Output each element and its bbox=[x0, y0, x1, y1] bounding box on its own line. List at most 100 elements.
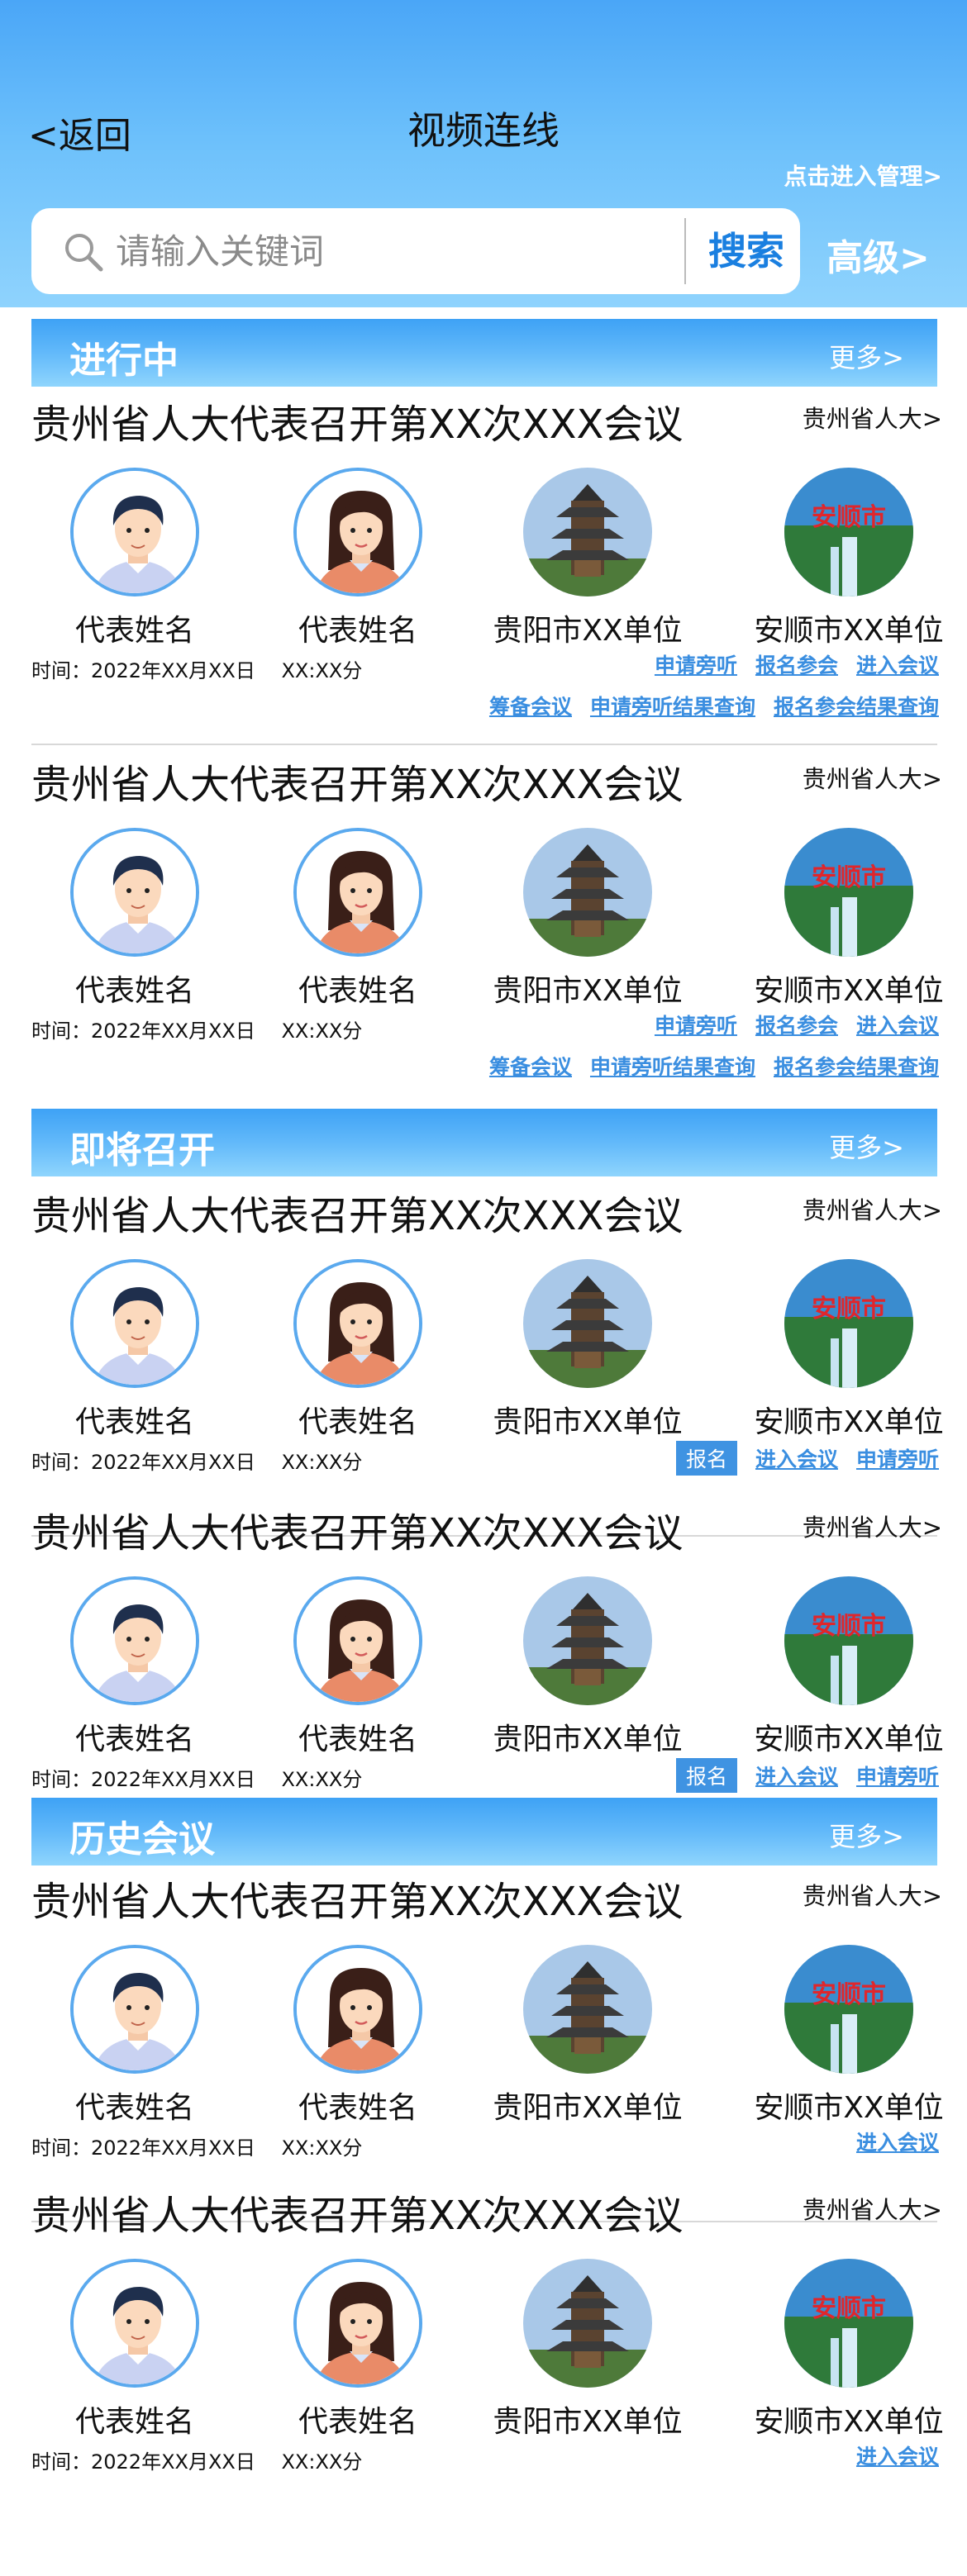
action-link[interactable]: 报名参会 bbox=[755, 1014, 838, 1038]
participant[interactable]: 安顺市 安顺市XX单位 bbox=[754, 828, 944, 1010]
avatar bbox=[293, 468, 422, 596]
action-links: 申请旁听 报名参会 进入会议 bbox=[636, 1010, 939, 1039]
participant-name: 代表姓名 bbox=[74, 614, 194, 648]
meeting-title[interactable]: 贵州省人大代表召开第XX次XXX会议 bbox=[31, 2193, 684, 2239]
action-link[interactable]: 申请旁听 bbox=[855, 1447, 939, 1471]
participant[interactable]: 代表姓名 bbox=[263, 828, 453, 1010]
meeting-title[interactable]: 贵州省人大代表召开第XX次XXX会议 bbox=[31, 1510, 684, 1557]
action-link[interactable]: 进入会议 bbox=[755, 1765, 838, 1789]
participant[interactable]: 代表姓名 bbox=[263, 1259, 453, 1441]
action-link[interactable]: 进入会议 bbox=[855, 2445, 939, 2469]
action-link[interactable]: 筹备会议 bbox=[488, 695, 572, 719]
action-link[interactable]: 进入会议 bbox=[755, 1447, 838, 1471]
organizer-link[interactable]: 贵州省人大> bbox=[802, 2196, 942, 2224]
organizer-link[interactable]: 贵州省人大> bbox=[802, 1196, 942, 1224]
meeting-title[interactable]: 贵州省人大代表召开第XX次XXX会议 bbox=[31, 1193, 684, 1239]
divider bbox=[31, 1535, 937, 1537]
action-link[interactable]: 申请旁听 bbox=[855, 1765, 939, 1789]
action-link[interactable]: 进入会议 bbox=[855, 654, 939, 677]
participant[interactable]: 贵阳市XX单位 bbox=[493, 828, 683, 1010]
action-links: 报名 进入会议 申请旁听 bbox=[675, 1441, 939, 1476]
participant[interactable]: 安顺市 安顺市XX单位 bbox=[754, 1945, 944, 2127]
participant[interactable]: 代表姓名 bbox=[40, 1259, 230, 1441]
meeting-title[interactable]: 贵州省人大代表召开第XX次XXX会议 bbox=[31, 1879, 684, 1925]
unit-image: 安顺市 bbox=[784, 1945, 913, 2074]
participant[interactable]: 代表姓名 bbox=[263, 2259, 453, 2441]
participant[interactable]: 代表姓名 bbox=[263, 468, 453, 649]
participant[interactable]: 代表姓名 bbox=[40, 1945, 230, 2127]
participant-name: 安顺市XX单位 bbox=[754, 2405, 944, 2439]
meeting-card[interactable]: 贵州省人大代表召开第XX次XXX会议 贵州省人大> 代表姓名 代表姓名 贵阳市XX… bbox=[0, 1869, 967, 2216]
search-input[interactable] bbox=[116, 225, 678, 278]
organizer-link[interactable]: 贵州省人大> bbox=[802, 765, 942, 793]
participant-name: 代表姓名 bbox=[74, 2405, 194, 2439]
action-link[interactable]: 报名参会结果查询 bbox=[773, 1055, 939, 1079]
action-link[interactable]: 报名参会结果查询 bbox=[773, 695, 939, 719]
avatar bbox=[293, 2259, 422, 2388]
signup-tag[interactable]: 报名 bbox=[675, 1441, 737, 1476]
organizer-link[interactable]: 贵州省人大> bbox=[802, 1514, 942, 1542]
unit-image bbox=[523, 828, 652, 957]
action-link[interactable]: 筹备会议 bbox=[488, 1055, 572, 1079]
manage-link[interactable]: 点击进入管理> bbox=[784, 163, 942, 190]
more-link[interactable]: 更多> bbox=[829, 342, 904, 373]
participant[interactable]: 贵阳市XX单位 bbox=[493, 1945, 683, 2127]
search-button[interactable]: 搜索 bbox=[708, 229, 784, 273]
participant[interactable]: 安顺市 安顺市XX单位 bbox=[754, 1576, 944, 1758]
participant-name: 贵阳市XX单位 bbox=[493, 1405, 683, 1439]
action-link[interactable]: 申请旁听结果查询 bbox=[589, 1055, 755, 1079]
svg-text:安顺市: 安顺市 bbox=[812, 2294, 886, 2323]
signup-tag[interactable]: 报名 bbox=[675, 1758, 737, 1793]
action-links: 报名 进入会议 申请旁听 bbox=[675, 1758, 939, 1793]
meeting-card[interactable]: 贵州省人大代表召开第XX次XXX会议 贵州省人大> 代表姓名 代表姓名 贵阳市XX… bbox=[0, 2183, 967, 2530]
avatar bbox=[70, 828, 199, 957]
action-link[interactable]: 申请旁听结果查询 bbox=[589, 695, 755, 719]
participant-name: 代表姓名 bbox=[298, 2091, 417, 2125]
unit-image: 安顺市 bbox=[784, 1576, 913, 1705]
action-links: 进入会议 bbox=[838, 2441, 939, 2470]
participant[interactable]: 安顺市 安顺市XX单位 bbox=[754, 1259, 944, 1441]
action-link[interactable]: 进入会议 bbox=[855, 2131, 939, 2155]
back-button[interactable]: <返回 bbox=[28, 115, 131, 157]
meeting-time: 时间：2022年XX月XX日 XX:XX分 bbox=[31, 659, 363, 682]
organizer-link[interactable]: 贵州省人大> bbox=[802, 405, 942, 433]
meeting-time: 时间：2022年XX月XX日 XX:XX分 bbox=[31, 1451, 363, 1474]
more-link[interactable]: 更多> bbox=[829, 1821, 904, 1852]
participant[interactable]: 贵阳市XX单位 bbox=[493, 2259, 683, 2441]
avatar bbox=[70, 468, 199, 596]
participant-name: 贵阳市XX单位 bbox=[493, 1723, 683, 1756]
section-header: 即将召开 更多> bbox=[31, 1109, 937, 1176]
participant[interactable]: 安顺市 安顺市XX单位 bbox=[754, 468, 944, 649]
action-link[interactable]: 申请旁听 bbox=[654, 1014, 737, 1038]
advanced-search-button[interactable]: 高级> bbox=[826, 237, 930, 279]
unit-image: 安顺市 bbox=[784, 468, 913, 596]
meeting-card[interactable]: 贵州省人大代表召开第XX次XXX会议 贵州省人大> 代表姓名 代表姓名 贵阳市XX… bbox=[0, 752, 967, 1099]
action-links-secondary: 筹备会议 申请旁听结果查询 报名参会结果查询 bbox=[471, 1051, 939, 1081]
avatar bbox=[293, 828, 422, 957]
participant-name: 贵阳市XX单位 bbox=[493, 2091, 683, 2125]
participant[interactable]: 贵阳市XX单位 bbox=[493, 468, 683, 649]
participant[interactable]: 代表姓名 bbox=[40, 468, 230, 649]
action-link[interactable]: 报名参会 bbox=[755, 654, 838, 677]
meeting-card[interactable]: 贵州省人大代表召开第XX次XXX会议 贵州省人大> 代表姓名 代表姓名 贵阳市XX… bbox=[0, 392, 967, 739]
meeting-card[interactable]: 贵州省人大代表召开第XX次XXX会议 贵州省人大> 代表姓名 代表姓名 贵阳市XX… bbox=[0, 1183, 967, 1530]
participant-name: 贵阳市XX单位 bbox=[493, 974, 683, 1008]
meeting-time: 时间：2022年XX月XX日 XX:XX分 bbox=[31, 2136, 363, 2160]
participant[interactable]: 代表姓名 bbox=[263, 1945, 453, 2127]
participant[interactable]: 代表姓名 bbox=[40, 828, 230, 1010]
more-link[interactable]: 更多> bbox=[829, 1132, 904, 1163]
action-link[interactable]: 进入会议 bbox=[855, 1014, 939, 1038]
participant[interactable]: 代表姓名 bbox=[40, 2259, 230, 2441]
action-link[interactable]: 申请旁听 bbox=[654, 654, 737, 677]
participant[interactable]: 代表姓名 bbox=[263, 1576, 453, 1758]
participant[interactable]: 贵阳市XX单位 bbox=[493, 1576, 683, 1758]
meeting-card[interactable]: 贵州省人大代表召开第XX次XXX会议 贵州省人大> 代表姓名 代表姓名 贵阳市XX… bbox=[0, 1500, 967, 1847]
participant-name: 代表姓名 bbox=[298, 614, 417, 648]
meeting-title[interactable]: 贵州省人大代表召开第XX次XXX会议 bbox=[31, 762, 684, 808]
organizer-link[interactable]: 贵州省人大> bbox=[802, 1882, 942, 1910]
participant[interactable]: 代表姓名 bbox=[40, 1576, 230, 1758]
meeting-title[interactable]: 贵州省人大代表召开第XX次XXX会议 bbox=[31, 402, 684, 448]
participant[interactable]: 安顺市 安顺市XX单位 bbox=[754, 2259, 944, 2441]
participant-name: 贵阳市XX单位 bbox=[493, 614, 683, 648]
participant[interactable]: 贵阳市XX单位 bbox=[493, 1259, 683, 1441]
